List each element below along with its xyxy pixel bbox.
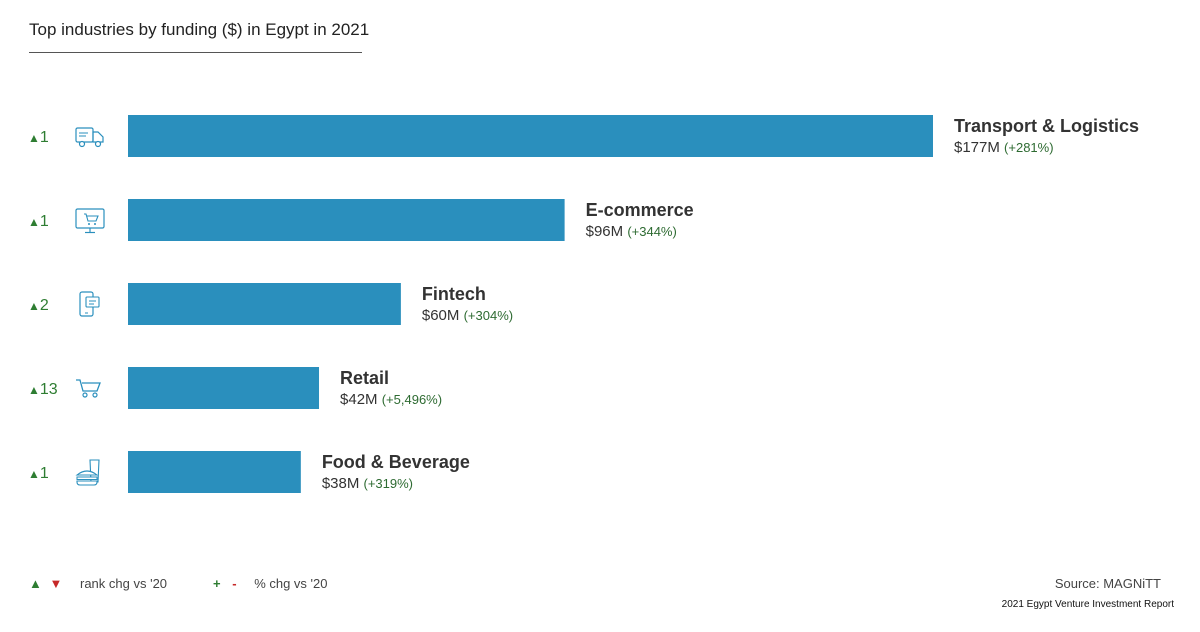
title-underline xyxy=(29,52,362,53)
rank-up-arrow: ▲ xyxy=(28,467,40,481)
value-label: $38M (+319%) xyxy=(322,475,413,492)
rank-change-value: 1 xyxy=(40,465,49,482)
source-label: Source: MAGNiTT xyxy=(1054,576,1161,591)
bar xyxy=(128,451,301,493)
pct-change-label: (+304%) xyxy=(464,308,514,323)
value-amount: $38M xyxy=(322,475,364,492)
rank-up-arrow: ▲ xyxy=(28,131,40,145)
legend-rank: ▲ ▼ rank chg vs '20 xyxy=(29,576,167,591)
pct-change-label: (+319%) xyxy=(364,476,414,491)
legend-pct: + - % chg vs '20 xyxy=(213,576,327,591)
rank-change-label: ▲2 xyxy=(28,297,49,314)
value-label: $42M (+5,496%) xyxy=(340,391,442,408)
category-label: Food & Beverage xyxy=(322,452,470,472)
value-label: $96M (+344%) xyxy=(586,223,677,240)
report-label: 2021 Egypt Venture Investment Report xyxy=(1001,599,1174,610)
legend-plus-symbol: + xyxy=(213,576,221,591)
rank-change-value: 1 xyxy=(40,213,49,230)
legend-up-symbol: ▲ xyxy=(29,576,42,591)
category-label: E-commerce xyxy=(586,200,694,220)
phone-payment-icon xyxy=(79,291,100,317)
legend-minus-symbol: - xyxy=(232,576,237,591)
rank-change-label: ▲13 xyxy=(28,381,58,398)
pct-change-label: (+5,496%) xyxy=(382,392,442,407)
rank-change-value: 2 xyxy=(40,297,49,314)
rank-change-value: 13 xyxy=(40,381,58,398)
pct-change-label: (+281%) xyxy=(1004,140,1054,155)
food-beverage-icon xyxy=(75,459,100,486)
rank-change-label: ▲1 xyxy=(28,129,49,146)
rank-change-label: ▲1 xyxy=(28,465,49,482)
truck-icon xyxy=(75,127,104,148)
category-label: Transport & Logistics xyxy=(954,116,1139,136)
value-label: $177M (+281%) xyxy=(954,139,1054,156)
value-amount: $60M xyxy=(422,307,464,324)
legend-rank-label: rank chg vs '20 xyxy=(80,576,168,591)
rank-change-label: ▲1 xyxy=(28,213,49,230)
rank-up-arrow: ▲ xyxy=(28,215,40,229)
legend-pct-label: % chg vs '20 xyxy=(254,576,328,591)
chart-title: Top industries by funding ($) in Egypt i… xyxy=(29,20,370,39)
rank-change-value: 1 xyxy=(40,129,49,146)
value-amount: $42M xyxy=(340,391,382,408)
bar xyxy=(128,115,933,157)
value-amount: $96M xyxy=(586,223,628,240)
bar xyxy=(128,199,565,241)
bar xyxy=(128,283,401,325)
bar xyxy=(128,367,320,409)
value-label: $60M (+304%) xyxy=(422,307,513,324)
shopping-cart-icon xyxy=(76,379,101,398)
legend-down-symbol: ▼ xyxy=(49,576,63,591)
category-label: Fintech xyxy=(422,284,486,304)
rank-up-arrow: ▲ xyxy=(28,299,40,313)
category-label: Retail xyxy=(340,368,389,388)
value-amount: $177M xyxy=(954,139,1004,156)
rank-up-arrow: ▲ xyxy=(28,383,40,397)
monitor-cart-icon xyxy=(75,208,105,234)
pct-change-label: (+344%) xyxy=(627,224,677,239)
